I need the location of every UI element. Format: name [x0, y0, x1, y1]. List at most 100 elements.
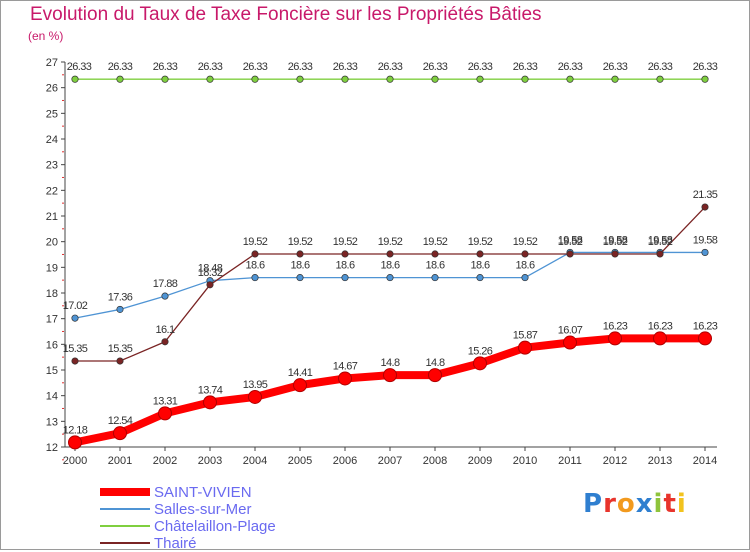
y-tick-label: 20 [46, 237, 58, 249]
data-label: 26.33 [693, 61, 718, 73]
data-label: 19.58 [558, 234, 583, 246]
data-point [701, 248, 709, 256]
legend-label: Châtelaillon-Plage [154, 518, 276, 535]
data-point [521, 250, 529, 258]
data-label: 15.26 [468, 345, 493, 357]
data-point [203, 395, 217, 410]
data-label: 26.33 [513, 61, 538, 73]
legend-item: Thairé [100, 535, 360, 552]
data-point [341, 250, 349, 258]
data-point [431, 250, 439, 258]
data-point [158, 406, 172, 421]
legend-item: Salles-sur-Mer [100, 501, 360, 518]
data-label: 19.52 [648, 236, 673, 248]
data-label: 19.52 [603, 236, 628, 248]
data-point [611, 75, 619, 83]
data-label: 12.18 [63, 424, 88, 436]
data-label: 19.58 [693, 234, 718, 246]
data-label: 15.35 [63, 343, 88, 355]
y-tick-label: 14 [46, 391, 58, 403]
data-label: 26.33 [288, 61, 313, 73]
x-tick-label: 2003 [198, 455, 222, 467]
data-point [251, 75, 259, 83]
data-point [701, 75, 709, 83]
data-point [116, 75, 124, 83]
legend-label: Salles-sur-Mer [154, 501, 252, 518]
data-label: 16.1 [155, 324, 174, 336]
data-point [521, 75, 529, 83]
series-line-0 [74, 334, 705, 447]
data-label: 19.52 [468, 236, 493, 248]
x-tick-label: 2012 [603, 455, 627, 467]
data-label: 18.6 [335, 260, 354, 272]
data-label: 26.33 [198, 61, 223, 73]
data-point [431, 274, 439, 282]
chart-legend: SAINT-VIVIEN Salles-sur-Mer Châtelaillon-P… [100, 484, 360, 552]
x-tick-label: 2008 [423, 455, 447, 467]
legend-item: Châtelaillon-Plage [100, 518, 360, 535]
x-tick-label: 2002 [153, 455, 177, 467]
logo-letter: P [583, 489, 604, 519]
y-tick-label: 27 [46, 57, 58, 69]
data-label: 13.31 [153, 395, 178, 407]
data-label: 16.23 [603, 320, 628, 332]
y-tick-label: 13 [46, 416, 58, 428]
data-point [518, 340, 532, 355]
y-tick-label: 18 [46, 288, 58, 300]
data-point [386, 274, 394, 282]
data-label: 15.35 [108, 343, 133, 355]
logo-letter: i [653, 489, 664, 519]
data-point [656, 75, 664, 83]
data-label: 19.52 [378, 236, 403, 248]
data-label: 18.48 [198, 263, 223, 275]
data-label: 19.52 [513, 236, 538, 248]
data-label: 18.6 [380, 260, 399, 272]
data-label: 26.33 [243, 61, 268, 73]
data-label: 19.52 [333, 236, 358, 248]
data-label: 16.23 [693, 320, 718, 332]
data-point [206, 75, 214, 83]
data-label: 15.87 [513, 330, 538, 342]
data-point [473, 356, 487, 371]
data-point [71, 75, 79, 83]
data-label: 18.6 [290, 260, 309, 272]
legend-swatch [100, 542, 150, 544]
data-point [341, 274, 349, 282]
data-label: 18.6 [470, 260, 489, 272]
data-label: 17.36 [108, 291, 133, 303]
legend-swatch [100, 525, 150, 527]
data-point [521, 274, 529, 282]
data-point [71, 357, 79, 365]
y-tick-label: 15 [46, 365, 58, 377]
data-point [248, 389, 262, 404]
data-point [161, 75, 169, 83]
data-point [563, 335, 577, 350]
chart-unit-label: (en %) [28, 29, 64, 43]
data-point [116, 357, 124, 365]
data-point [71, 314, 79, 322]
data-point [656, 250, 664, 258]
x-tick-label: 2011 [558, 455, 582, 467]
data-point [608, 331, 622, 346]
x-tick-label: 2007 [378, 455, 402, 467]
data-label: 19.58 [648, 234, 673, 246]
data-point [296, 250, 304, 258]
data-point [293, 378, 307, 393]
data-point [161, 338, 169, 346]
data-label: 13.74 [198, 384, 223, 396]
x-tick-label: 2014 [693, 455, 717, 467]
y-tick-label: 12 [46, 442, 58, 454]
data-point [251, 250, 259, 258]
proxiti-logo: Proxiti [583, 489, 687, 519]
data-point [476, 75, 484, 83]
chart-title: Evolution du Taux de Taxe Foncière sur l… [30, 4, 542, 25]
data-label: 26.33 [333, 61, 358, 73]
data-label: 17.88 [153, 278, 178, 290]
logo-letter: o [616, 489, 636, 519]
x-tick-label: 2004 [243, 455, 267, 467]
data-label: 16.23 [648, 320, 673, 332]
data-point [341, 75, 349, 83]
data-point [476, 274, 484, 282]
